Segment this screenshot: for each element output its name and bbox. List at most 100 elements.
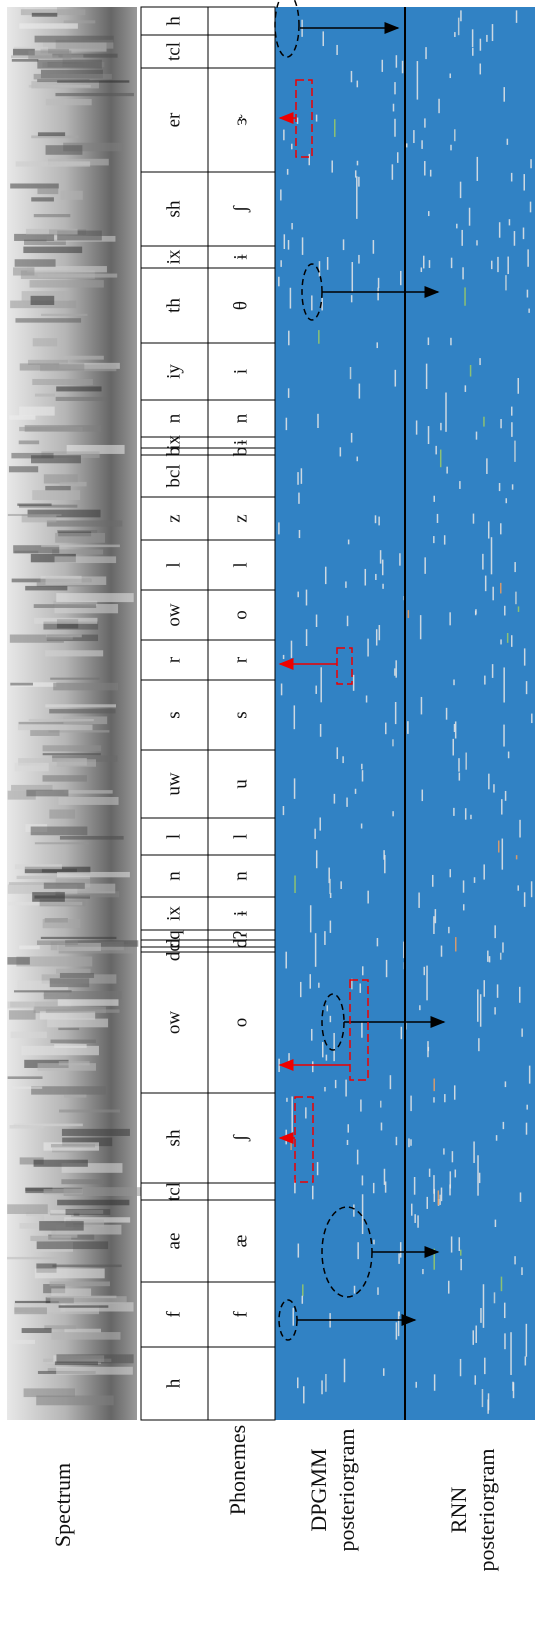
phone-label: ow	[163, 603, 184, 627]
ipa-label: ɝ	[230, 114, 251, 126]
activation	[398, 1311, 400, 1316]
activation	[398, 1253, 400, 1263]
activation	[451, 258, 453, 268]
activation	[509, 219, 511, 225]
activation	[526, 1123, 528, 1135]
activation	[446, 467, 448, 474]
activation	[453, 679, 455, 685]
spectrum-texture	[58, 797, 118, 805]
spectrum-texture	[53, 683, 118, 691]
activation	[514, 441, 516, 462]
activation	[444, 535, 446, 544]
activation	[460, 1259, 462, 1270]
activation	[416, 420, 418, 434]
activation	[356, 176, 358, 219]
activation	[366, 695, 368, 702]
activation	[432, 875, 434, 887]
activation	[322, 1042, 324, 1057]
ipa-label: l	[230, 562, 251, 567]
spectrum-texture	[32, 892, 65, 902]
activation	[354, 1286, 356, 1294]
activation	[300, 982, 302, 997]
activation	[385, 723, 387, 735]
spectrum-texture	[56, 1354, 133, 1363]
spectrum-texture	[28, 51, 71, 59]
activation	[500, 523, 502, 534]
spectrum-texture	[37, 940, 78, 945]
phone-label: tcl	[163, 42, 184, 61]
activation	[499, 222, 501, 237]
activation	[312, 1186, 314, 1200]
activation	[458, 18, 460, 36]
spectrum-texture	[38, 132, 65, 136]
activation	[382, 584, 384, 589]
activation	[454, 1085, 456, 1099]
spectrum-texture	[57, 759, 96, 766]
spectrum-texture	[34, 604, 96, 608]
activation	[500, 639, 502, 644]
activation	[497, 984, 499, 997]
activation	[424, 161, 426, 175]
spectrum-texture	[37, 1241, 108, 1249]
activation	[501, 799, 503, 814]
phone-label: ix	[163, 906, 184, 921]
activation	[464, 287, 466, 305]
phone-label: tcl	[163, 1182, 184, 1201]
activation	[348, 540, 350, 545]
activation	[484, 1358, 486, 1374]
activation	[422, 1269, 424, 1274]
activation	[402, 61, 404, 74]
spectrum-texture	[43, 753, 101, 755]
phone-label: f	[163, 1311, 184, 1318]
spectrum-texture	[51, 1230, 77, 1237]
activation	[373, 1183, 375, 1193]
spectrum-texture	[49, 709, 115, 713]
activation	[455, 937, 457, 951]
activation	[384, 1169, 386, 1185]
activation	[324, 1087, 326, 1091]
spectrum-texture	[31, 296, 55, 305]
activation	[424, 967, 426, 975]
activation	[422, 790, 424, 802]
activation	[439, 1195, 441, 1205]
activation	[474, 877, 476, 883]
spectrum-texture	[43, 745, 101, 751]
activation	[317, 414, 319, 428]
activation	[361, 824, 363, 829]
activation	[384, 855, 386, 873]
activation	[410, 1096, 412, 1111]
spectrum-texture	[27, 266, 107, 272]
activation	[340, 447, 342, 456]
activation	[426, 1197, 428, 1209]
spectrum-texture	[46, 635, 82, 638]
activation	[469, 208, 471, 226]
activation	[377, 938, 379, 946]
activation	[288, 1053, 290, 1065]
activation	[479, 1173, 481, 1183]
activation	[530, 159, 532, 168]
activation	[482, 1389, 484, 1407]
activation	[358, 177, 360, 187]
activation	[475, 1375, 477, 1384]
spectrum-texture	[31, 197, 54, 201]
row-label: Spectrum	[50, 1463, 75, 1547]
activation	[324, 931, 326, 945]
activation	[414, 1177, 416, 1195]
spectrum-texture	[59, 1110, 120, 1113]
activation	[437, 514, 439, 523]
activation	[320, 724, 322, 737]
activation	[498, 841, 500, 853]
phone-label: s	[163, 711, 184, 718]
activation	[506, 498, 508, 503]
spectrum-texture	[52, 1265, 121, 1268]
activation	[344, 1359, 346, 1383]
spectrum-texture	[19, 23, 78, 28]
activation	[497, 257, 499, 272]
activation	[357, 161, 359, 166]
activation	[294, 778, 296, 798]
activation	[292, 1308, 294, 1326]
activation	[362, 1194, 364, 1234]
ipa-label: b	[230, 447, 251, 457]
activation	[291, 144, 293, 150]
activation	[329, 879, 331, 894]
